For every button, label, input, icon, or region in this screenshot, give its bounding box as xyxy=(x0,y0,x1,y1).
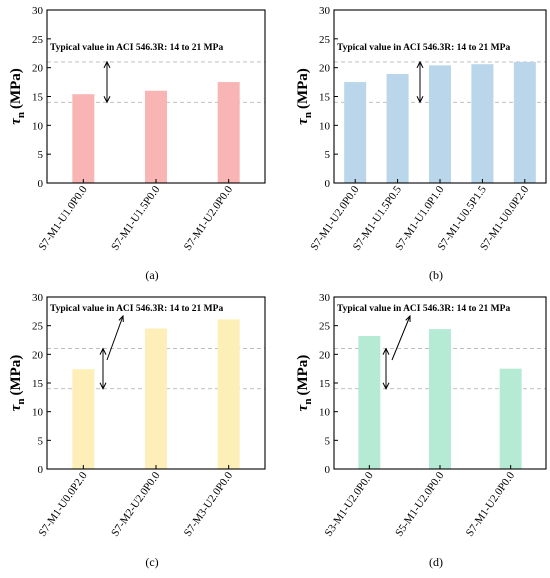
y-tick-label: 5 xyxy=(325,149,331,161)
y-axis-label: τn(MPa) xyxy=(8,68,27,125)
y-tick-label: 30 xyxy=(319,292,331,304)
y-tick-label: 25 xyxy=(32,321,44,333)
y-tick-label: 0 xyxy=(38,178,44,190)
y-tick-label: 5 xyxy=(38,435,44,447)
annotation-text: Typical value in ACI 546.3R: 14 to 21 MP… xyxy=(337,43,510,53)
y-tick-label: 30 xyxy=(32,292,44,304)
bar-1 xyxy=(344,82,367,183)
panel-label: (c) xyxy=(145,555,158,569)
panel-label: (b) xyxy=(429,268,443,282)
bar-2 xyxy=(145,90,167,183)
range-arrow-head-top xyxy=(416,60,424,69)
y-tick-label: 15 xyxy=(32,92,44,104)
range-arrow-head-bottom xyxy=(99,382,107,390)
bar-1 xyxy=(72,94,95,183)
range-arrow-head-bottom xyxy=(416,96,424,104)
y-tick-label: 10 xyxy=(32,120,44,132)
chart-panel-2: 051015202530S7-M1-U2.0P0.0S7-M1-U1.5P0.5… xyxy=(295,5,547,282)
y-tick-label: 20 xyxy=(319,349,331,361)
x-tick-label: S5-M1-U2.0P0.0 xyxy=(393,469,447,538)
y-tick-label: 20 xyxy=(319,63,331,75)
pointer-arrow-head xyxy=(118,314,124,323)
x-tick-label: S7-M1-U2.0P0.0 xyxy=(464,469,518,538)
bar-1 xyxy=(358,335,381,469)
y-tick-label: 20 xyxy=(32,349,44,361)
y-tick-label: 25 xyxy=(319,34,331,46)
annotation-text: Typical value in ACI 546.3R: 14 to 21 MP… xyxy=(50,43,223,53)
bar-1 xyxy=(72,369,95,469)
y-tick-label: 30 xyxy=(319,5,331,17)
y-tick-label: 10 xyxy=(319,120,331,132)
y-tick-label: 0 xyxy=(325,178,331,190)
range-arrow-head-top xyxy=(382,347,390,355)
range-arrow-head-bottom xyxy=(103,96,111,104)
x-tick-label: S7-M1-U0.0P2.0 xyxy=(36,469,90,538)
bar-3 xyxy=(217,319,240,469)
y-tick-label: 5 xyxy=(38,149,44,161)
bar-3 xyxy=(429,65,451,183)
annotation-text: Typical value in ACI 546.3R: 14 to 21 MP… xyxy=(50,304,223,314)
range-arrow-head-top xyxy=(99,347,107,355)
chart-panel-3: 0 5 10 15 20 25 30 S7-M1-U0.0P2.0 S7-M2-U2.0P0.0… xyxy=(8,292,266,569)
chart-panel-1: 0 5 10 15 20 25 30 S7-M1-U1.0P0.0 S7-M1-U1.5P0.0… xyxy=(8,5,266,282)
x-tick-label: S7-M1-U1.0P0.0 xyxy=(36,183,90,252)
bar-3 xyxy=(499,368,522,469)
pointer-arrow xyxy=(106,315,124,361)
bar-2 xyxy=(386,74,409,183)
panel-label: (d) xyxy=(429,555,443,569)
range-arrow-head-top xyxy=(103,60,111,69)
y-tick-label: 25 xyxy=(32,34,44,46)
y-tick-label: 15 xyxy=(319,378,331,390)
bar-5 xyxy=(513,61,536,183)
y-tick-label: 0 xyxy=(38,464,44,476)
x-tick-label: S3-M1-U2.0P0.0 xyxy=(322,469,376,538)
y-axis-label: τn(MPa) xyxy=(295,355,314,412)
y-tick-label: 15 xyxy=(32,378,44,390)
y-axis-label: τn(MPa) xyxy=(8,355,27,412)
x-tick-label: S7-M1-U2.0P0.0 xyxy=(182,183,236,252)
annotation-text: Typical value in ACI 546.3R: 14 to 21 MP… xyxy=(337,304,510,314)
x-tick-label: S7-M1-U1.5P0.0 xyxy=(109,183,163,252)
chart-panel-4: 0 5 10 15 20 25 30 S3-M1-U2.0P0.0 S5-M1-U2.0P0.0… xyxy=(295,292,547,569)
pointer-arrow-head xyxy=(405,314,411,323)
y-tick-label: 5 xyxy=(325,435,331,447)
range-arrow-head-bottom xyxy=(382,382,390,390)
bar-4 xyxy=(471,64,494,183)
y-axis-label: τn(MPa) xyxy=(295,68,314,125)
bar-2 xyxy=(429,329,451,469)
y-tick-label: 10 xyxy=(32,407,44,419)
y-tick-label: 15 xyxy=(319,92,331,104)
y-tick-label: 25 xyxy=(319,321,331,333)
y-tick-label: 0 xyxy=(325,464,331,476)
bar-3 xyxy=(217,82,240,183)
x-tick-label: S7-M3-U2.0P0.0 xyxy=(182,469,236,538)
y-tick-label: 10 xyxy=(319,407,331,419)
bar-2 xyxy=(145,328,167,469)
y-tick-label: 30 xyxy=(32,5,44,17)
pointer-arrow xyxy=(391,315,411,361)
x-tick-label: S7-M2-U2.0P0.0 xyxy=(109,469,163,538)
panel-label: (a) xyxy=(145,268,158,282)
y-tick-label: 20 xyxy=(32,63,44,75)
